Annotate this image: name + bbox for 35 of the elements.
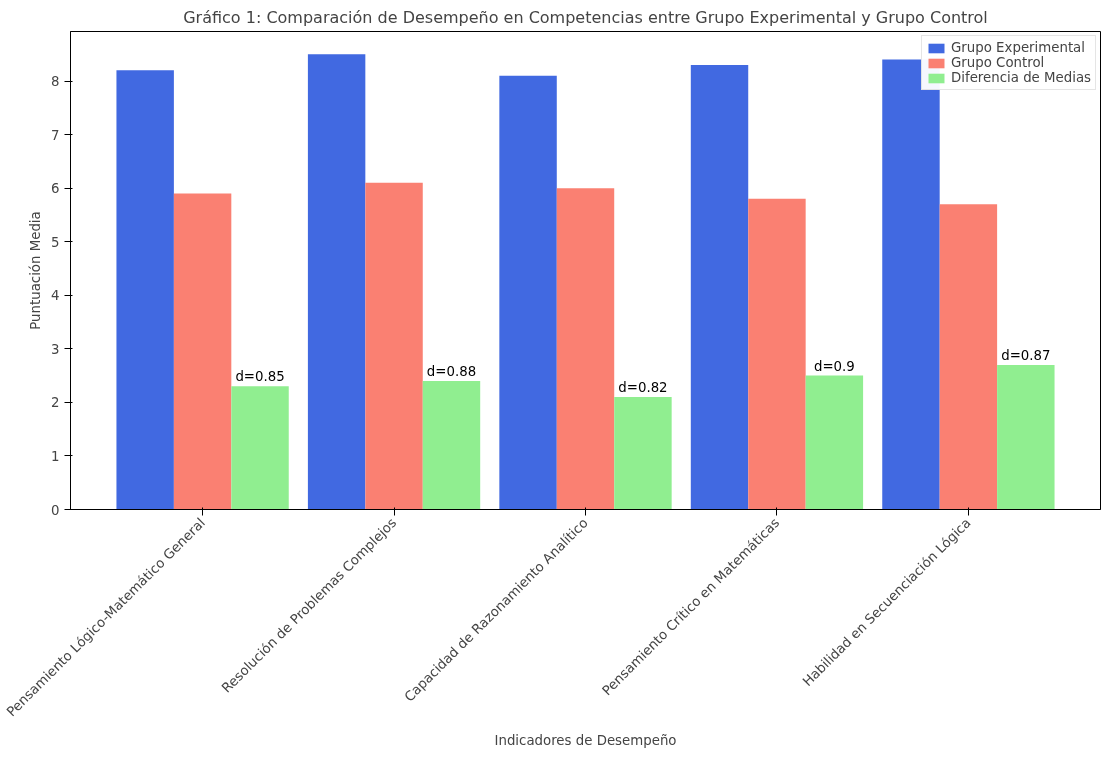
y-tick-label: 6 <box>51 181 60 197</box>
y-tick-label: 7 <box>51 127 60 143</box>
x-axis-title: Indicadores de Desempeño <box>494 732 677 748</box>
bar <box>173 193 232 510</box>
bar <box>422 380 481 510</box>
bar <box>882 59 940 510</box>
y-tick-label: 4 <box>51 288 60 304</box>
legend-label: Diferencia de Medias <box>951 70 1091 85</box>
bar <box>116 70 174 510</box>
y-axis-title: Puntuación Media <box>28 211 44 330</box>
bar <box>614 397 672 510</box>
y-tick-label: 0 <box>51 502 60 518</box>
bar <box>499 75 557 510</box>
bar <box>307 54 366 510</box>
y-tick-label: 8 <box>51 74 60 90</box>
bar <box>748 198 806 510</box>
legend-label: Grupo Control <box>951 55 1045 70</box>
annotation: d=0.85 <box>235 369 285 385</box>
y-tick-label: 5 <box>51 234 60 250</box>
bar <box>690 64 749 510</box>
annotation: d=0.87 <box>1001 347 1051 363</box>
annotation: d=0.88 <box>426 363 477 379</box>
chart-title: Gráfico 1: Comparación de Desempeño en Competencias entre Grupo Experimental y Grupo Control <box>183 7 988 27</box>
y-tick-label: 2 <box>51 395 60 411</box>
annotation: d=0.9 <box>813 358 855 374</box>
bar <box>939 204 998 510</box>
bar <box>556 188 615 510</box>
annotation: d=0.82 <box>618 380 668 396</box>
legend-label: Grupo Experimental <box>951 40 1085 55</box>
bar <box>997 364 1055 510</box>
bar <box>231 386 289 510</box>
y-tick-label: 3 <box>51 341 60 357</box>
bar <box>365 182 423 510</box>
bar <box>805 375 864 510</box>
y-tick-label: 1 <box>51 448 60 464</box>
